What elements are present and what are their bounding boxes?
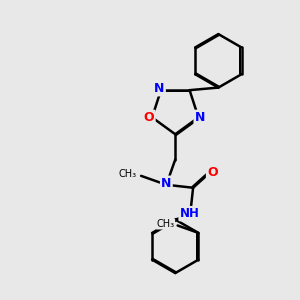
Text: O: O bbox=[207, 167, 218, 179]
Text: CH₃: CH₃ bbox=[157, 219, 175, 229]
Text: N: N bbox=[161, 177, 172, 190]
Text: CH₃: CH₃ bbox=[118, 169, 136, 179]
Text: N: N bbox=[154, 82, 165, 95]
Text: N: N bbox=[195, 111, 205, 124]
Text: O: O bbox=[144, 111, 154, 124]
Text: NH: NH bbox=[180, 207, 200, 220]
